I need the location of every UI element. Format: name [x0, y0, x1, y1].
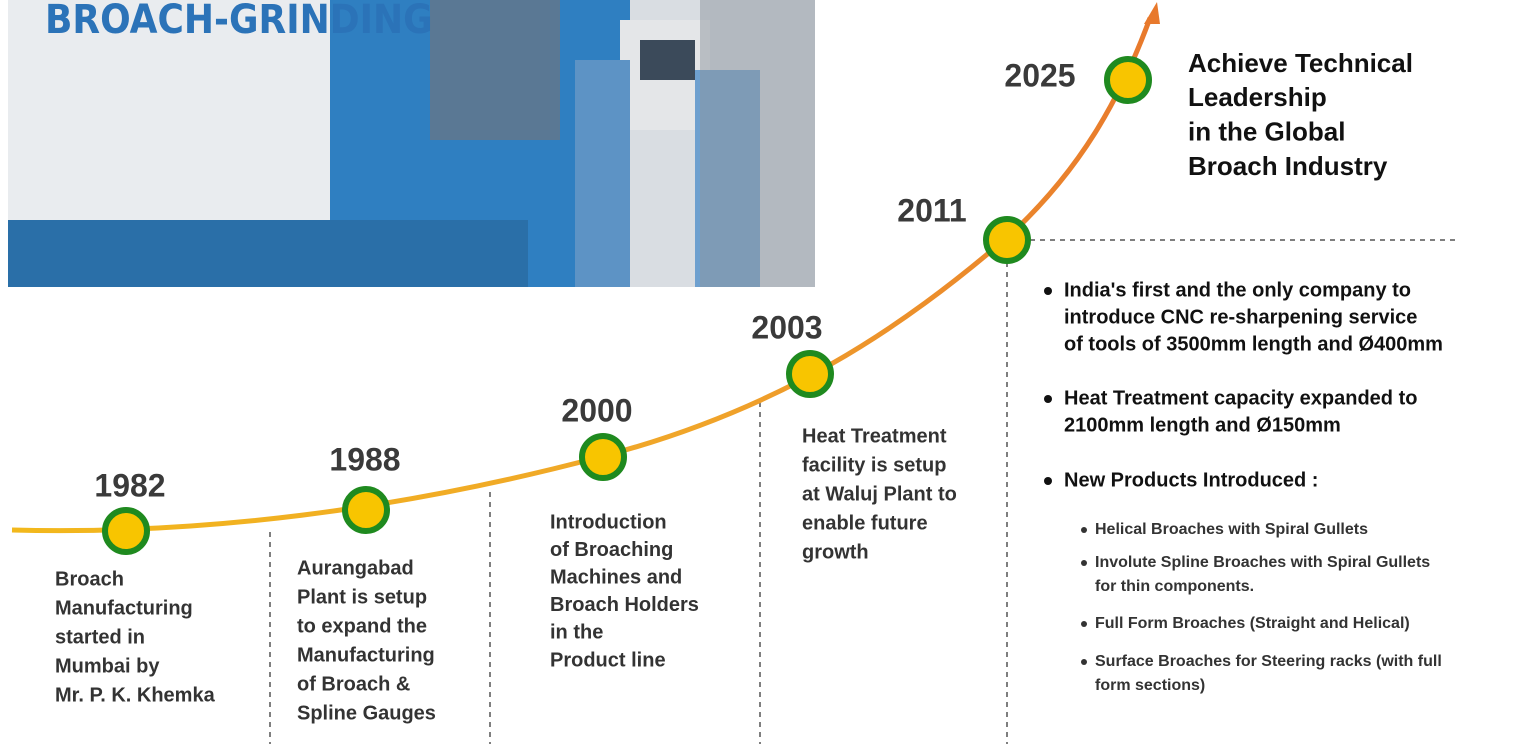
milestone-year: 2011: [897, 192, 966, 228]
milestone-node: [345, 489, 387, 531]
milestone-text: Plant is setup: [297, 586, 427, 608]
milestone-text: Mumbai by: [55, 655, 160, 677]
bullet-dot: [1081, 560, 1087, 566]
goal-text: Leadership: [1188, 82, 1327, 112]
product-text: for thin components.: [1095, 578, 1254, 595]
highlight-text: Heat Treatment capacity expanded to: [1064, 387, 1417, 409]
goal-text: Achieve Technical: [1188, 48, 1413, 78]
goal-text: Broach Industry: [1188, 151, 1388, 181]
bullet-dot: [1081, 527, 1087, 533]
milestone-node: [582, 436, 624, 478]
milestone-text: of Broaching: [550, 539, 673, 561]
product-text: Surface Broaches for Steering racks (wit…: [1095, 653, 1442, 670]
milestone-year: 2003: [751, 309, 822, 345]
bullet-dot: [1044, 477, 1052, 485]
milestone-text: Machines and: [550, 566, 682, 588]
milestone-text: Broach: [55, 568, 124, 590]
milestone-text: Mr. P. K. Khemka: [55, 684, 216, 706]
milestone-node: [789, 353, 831, 395]
goal-year: 2025: [1004, 57, 1075, 93]
highlight-text: introduce CNC re-sharpening service: [1064, 306, 1417, 328]
milestone-year: 1988: [329, 441, 400, 477]
highlight-text: India's first and the only company to: [1064, 279, 1411, 301]
product-text: Full Form Broaches (Straight and Helical…: [1095, 615, 1410, 632]
milestone-node: [105, 510, 147, 552]
milestone-text: at Waluj Plant to: [802, 483, 957, 505]
milestone-text: Introduction: [550, 511, 667, 533]
milestone-text: Aurangabad: [297, 557, 414, 579]
milestone-text: in the: [550, 622, 603, 644]
milestone-text: growth: [802, 541, 869, 563]
photo-sign: BROACH-GRINDING: [45, 0, 433, 43]
highlight-text: of tools of 3500mm length and Ø400mm: [1064, 333, 1443, 355]
milestone-text: Heat Treatment: [802, 425, 947, 447]
milestone-text: Manufacturing: [297, 644, 435, 666]
milestone-text: to expand the: [297, 615, 427, 637]
milestone-text: enable future: [802, 512, 928, 534]
milestone-year: 1982: [94, 467, 165, 503]
product-text: Involute Spline Broaches with Spiral Gul…: [1095, 554, 1430, 571]
product-text: Helical Broaches with Spiral Gullets: [1095, 521, 1368, 538]
milestone-text: Product line: [550, 649, 666, 671]
bullet-dot: [1044, 395, 1052, 403]
highlight-text: New Products Introduced :: [1064, 469, 1318, 491]
milestone-year: 2000: [561, 392, 632, 428]
milestone-text: Broach Holders: [550, 594, 699, 616]
milestone-node: [986, 219, 1028, 261]
goal-text: in the Global: [1188, 116, 1345, 146]
milestone-node: [1107, 59, 1149, 101]
milestone-text: facility is setup: [802, 454, 947, 476]
arrow-head: [1144, 2, 1160, 24]
milestone-text: started in: [55, 626, 145, 648]
timeline: BROACH-GRINDING 1982 Broach Manufacturing s…: [0, 0, 1520, 744]
product-text: form sections): [1095, 677, 1205, 694]
milestone-text: Manufacturing: [55, 597, 193, 619]
bullet-dot: [1081, 659, 1087, 665]
bullet-dot: [1081, 621, 1087, 627]
bullet-dot: [1044, 287, 1052, 295]
milestone-text: of Broach &: [297, 673, 410, 695]
photo: BROACH-GRINDING: [8, 0, 815, 287]
highlight-text: 2100mm length and Ø150mm: [1064, 414, 1341, 436]
milestone-text: Spline Gauges: [297, 702, 436, 724]
